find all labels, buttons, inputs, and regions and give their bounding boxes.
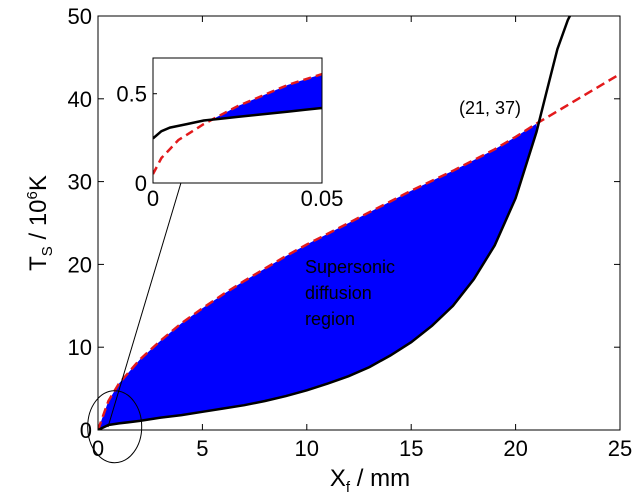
- y-label-base: T: [25, 256, 52, 271]
- x-label-sub: f: [346, 479, 351, 496]
- region-label-line-3: region: [305, 309, 355, 329]
- y-label-end: K: [25, 175, 52, 191]
- x-tick-label: 25: [608, 436, 632, 461]
- supersonic-region-fill: [98, 123, 537, 430]
- main-y-ticks: 0 10 20 30 40 50: [68, 4, 620, 443]
- region-label-line-1: Supersonic: [305, 257, 395, 277]
- y-label-sub: S: [39, 246, 56, 256]
- zoom-circle: [87, 390, 143, 464]
- x-label-rest: / mm: [350, 465, 410, 492]
- y-tick-label: 30: [68, 170, 92, 195]
- inset-y-tick-label: 0.5: [116, 82, 147, 107]
- x-tick-label: 20: [503, 436, 527, 461]
- inset-y-tick-label: 0: [135, 171, 147, 196]
- y-tick-label: 20: [68, 252, 92, 277]
- y-label-mid: / 10: [25, 199, 52, 246]
- x-label-base: X: [330, 465, 346, 492]
- inset-red-dashed-series: [153, 72, 322, 175]
- x-tick-label: 10: [295, 436, 319, 461]
- black-solid-series: [98, 16, 572, 430]
- x-tick-label: 5: [196, 436, 208, 461]
- red-dashed-series: [98, 72, 620, 430]
- main-axes-frame: [97, 15, 621, 431]
- main-x-ticks: 0 5 10 15 20 25: [92, 16, 632, 461]
- inset-y-ticks: 00.5: [116, 82, 157, 196]
- inset-background: [153, 58, 322, 183]
- inset-x-tick-label: 0: [147, 186, 159, 211]
- y-tick-label: 50: [68, 4, 92, 29]
- inset-x-tick-label: 0.05: [301, 186, 344, 211]
- x-axis-label: Xf / mm: [330, 465, 410, 496]
- inset-plot: 0 0.05 00.5: [116, 57, 344, 211]
- inset-region-fill: [212, 74, 322, 120]
- y-label-sup: 6: [24, 191, 41, 199]
- x-tick-label: 15: [399, 436, 423, 461]
- y-axis-label: TS / 106K: [24, 175, 56, 271]
- y-tick-label: 0: [80, 418, 92, 443]
- main-plot: 0 5 10 15 20 25 0 10 20 30 40 50 Supersonic diffus…: [68, 4, 632, 464]
- inset-axes-frame: [152, 57, 323, 184]
- x-tick-label: 0: [92, 436, 104, 461]
- y-tick-label: 10: [68, 335, 92, 360]
- region-label-line-2: diffusion: [305, 283, 372, 303]
- region-label: Supersonic diffusion region: [305, 257, 400, 329]
- inset-x-ticks: 0 0.05: [147, 179, 344, 211]
- intersection-annotation: (21, 37): [459, 98, 521, 118]
- zoom-arrow: [107, 166, 186, 428]
- y-tick-label: 40: [68, 87, 92, 112]
- inset-black-solid-series: [153, 106, 322, 140]
